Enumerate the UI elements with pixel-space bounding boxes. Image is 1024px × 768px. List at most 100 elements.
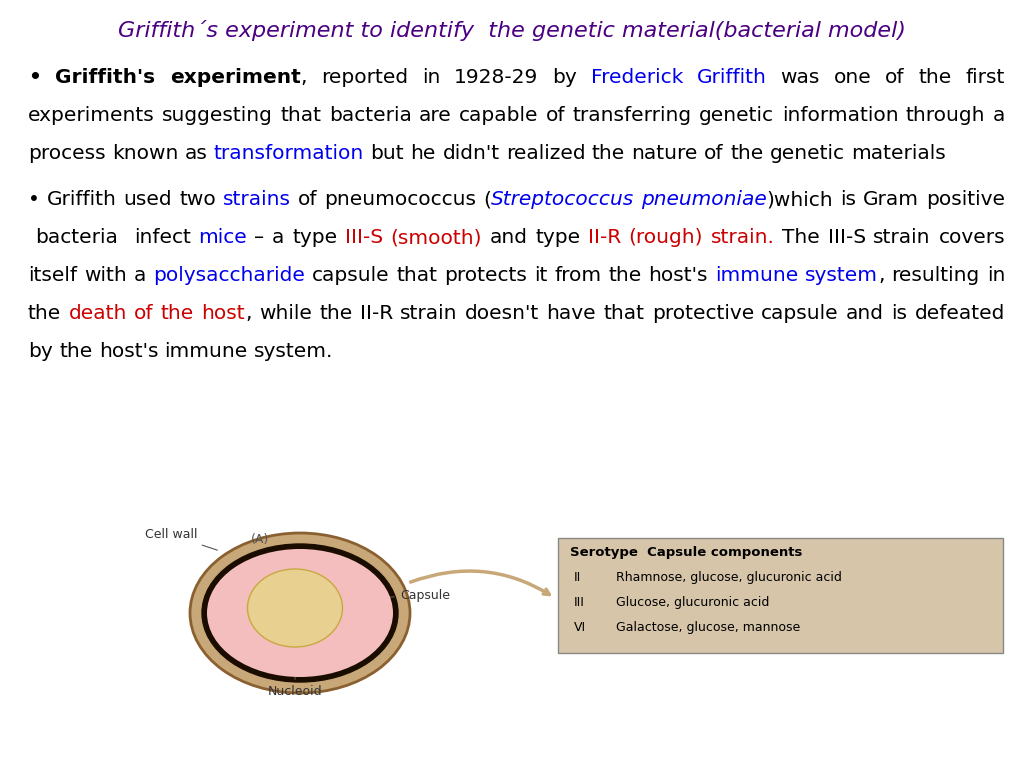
- Text: bacteria: bacteria: [36, 228, 119, 247]
- Text: positive: positive: [926, 190, 1005, 209]
- Text: as: as: [184, 144, 208, 163]
- Text: ,: ,: [245, 304, 252, 323]
- Text: of: of: [298, 190, 317, 209]
- Text: Griffith: Griffith: [47, 190, 117, 209]
- Text: he: he: [411, 144, 436, 163]
- Text: a: a: [992, 106, 1005, 125]
- Text: host's: host's: [648, 266, 708, 285]
- Text: protective: protective: [651, 304, 754, 323]
- Text: but: but: [371, 144, 404, 163]
- Text: Glucose, glucuronic acid: Glucose, glucuronic acid: [616, 596, 769, 609]
- Text: of: of: [886, 68, 905, 87]
- Text: III: III: [574, 596, 585, 609]
- Text: type: type: [292, 228, 337, 247]
- Text: ,: ,: [301, 68, 307, 87]
- Text: information: information: [781, 106, 898, 125]
- Text: resulting: resulting: [892, 266, 980, 285]
- Text: materials: materials: [851, 144, 946, 163]
- Text: genetic: genetic: [770, 144, 845, 163]
- Text: capsule: capsule: [761, 304, 839, 323]
- Text: strain: strain: [400, 304, 458, 323]
- Ellipse shape: [202, 544, 398, 682]
- Text: pneumoniae: pneumoniae: [641, 190, 767, 209]
- Text: (: (: [483, 190, 490, 209]
- Text: immune: immune: [715, 266, 798, 285]
- Text: of: of: [134, 304, 154, 323]
- Text: by: by: [552, 68, 577, 87]
- Text: have: have: [547, 304, 596, 323]
- Text: by: by: [28, 342, 53, 361]
- Text: mice: mice: [198, 228, 247, 247]
- Text: the: the: [730, 144, 763, 163]
- Text: pneumococcus: pneumococcus: [324, 190, 476, 209]
- Text: Frederick: Frederick: [591, 68, 683, 87]
- Text: through: through: [906, 106, 985, 125]
- Text: first: first: [966, 68, 1005, 87]
- Text: (smooth): (smooth): [390, 228, 482, 247]
- Text: of: of: [546, 106, 565, 125]
- Text: the: the: [919, 68, 952, 87]
- Text: Capsule: Capsule: [378, 588, 450, 601]
- Text: type: type: [536, 228, 581, 247]
- Text: genetic: genetic: [699, 106, 774, 125]
- Text: are: are: [419, 106, 452, 125]
- Text: II-R: II-R: [588, 228, 622, 247]
- Text: didn't: didn't: [442, 144, 500, 163]
- Text: ,: ,: [878, 266, 885, 285]
- Text: The: The: [782, 228, 820, 247]
- Text: Griffith: Griffith: [697, 68, 767, 87]
- Text: strains: strains: [222, 190, 291, 209]
- Text: infect: infect: [133, 228, 190, 247]
- Text: Gram: Gram: [863, 190, 920, 209]
- Text: transferring: transferring: [572, 106, 692, 125]
- Text: the: the: [608, 266, 641, 285]
- Text: that: that: [603, 304, 644, 323]
- Text: a: a: [272, 228, 285, 247]
- Text: from: from: [554, 266, 601, 285]
- Text: the: the: [28, 304, 61, 323]
- Ellipse shape: [248, 569, 342, 647]
- Text: strain: strain: [873, 228, 931, 247]
- Text: itself: itself: [28, 266, 77, 285]
- Text: nature: nature: [632, 144, 698, 163]
- Text: covers: covers: [938, 228, 1005, 247]
- Text: system.: system.: [254, 342, 334, 361]
- Text: protects: protects: [444, 266, 527, 285]
- Text: realized: realized: [506, 144, 586, 163]
- Text: VI: VI: [574, 621, 586, 634]
- FancyBboxPatch shape: [558, 538, 1002, 653]
- Text: host: host: [202, 304, 245, 323]
- Text: experiments: experiments: [28, 106, 155, 125]
- Text: strain.: strain.: [711, 228, 775, 247]
- Text: experiment: experiment: [170, 68, 301, 87]
- Text: capsule: capsule: [311, 266, 389, 285]
- Text: Serotype  Capsule components: Serotype Capsule components: [570, 546, 803, 559]
- Text: that: that: [281, 106, 322, 125]
- Text: and: and: [489, 228, 527, 247]
- Text: the: the: [59, 342, 92, 361]
- Text: bacteria: bacteria: [329, 106, 412, 125]
- Text: system: system: [805, 266, 878, 285]
- Text: in: in: [987, 266, 1005, 285]
- Text: )which: )which: [767, 190, 834, 209]
- Text: (A): (A): [251, 533, 269, 546]
- Ellipse shape: [207, 549, 393, 677]
- Text: a: a: [133, 266, 146, 285]
- Text: Rhamnose, glucose, glucuronic acid: Rhamnose, glucose, glucuronic acid: [616, 571, 842, 584]
- Text: Galactose, glucose, mannose: Galactose, glucose, mannose: [616, 621, 800, 634]
- Text: the: the: [319, 304, 352, 323]
- Text: host's: host's: [98, 342, 159, 361]
- Text: was: was: [780, 68, 820, 87]
- Text: •: •: [28, 190, 40, 209]
- Text: one: one: [834, 68, 871, 87]
- Text: capable: capable: [459, 106, 539, 125]
- Text: is: is: [841, 190, 856, 209]
- Text: death: death: [69, 304, 127, 323]
- Text: while: while: [259, 304, 311, 323]
- Text: III-S: III-S: [345, 228, 383, 247]
- Text: –: –: [254, 228, 264, 247]
- Text: transformation: transformation: [214, 144, 365, 163]
- Text: defeated: defeated: [914, 304, 1005, 323]
- Text: Streptococcus: Streptococcus: [490, 190, 634, 209]
- Text: process: process: [28, 144, 105, 163]
